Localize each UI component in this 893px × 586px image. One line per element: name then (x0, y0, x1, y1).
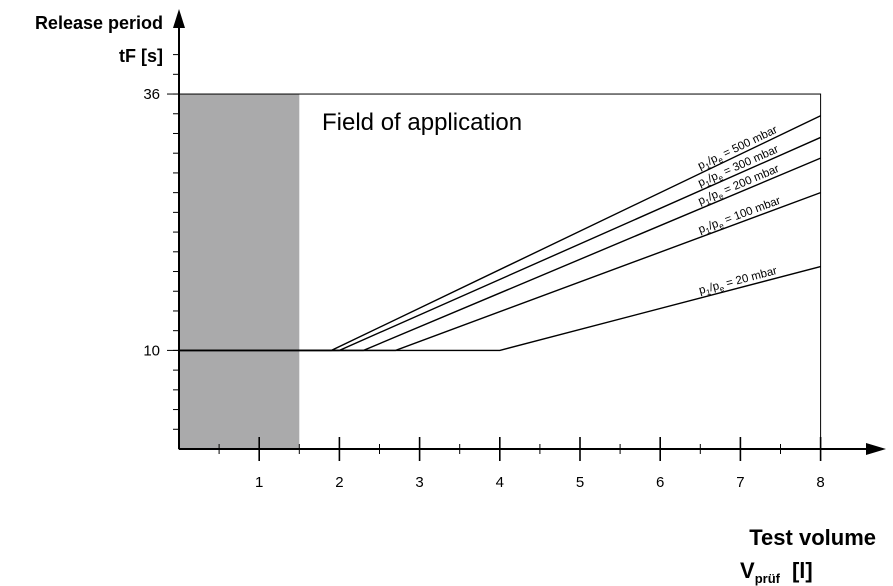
x-axis-arrow (866, 443, 886, 455)
x-tick-label: 5 (576, 474, 584, 491)
y-tick-label: 10 (143, 342, 160, 359)
x-axis-unit: [l] (792, 558, 813, 583)
x-tick-label: 7 (736, 474, 744, 491)
y-tick-labels: 10 36 (143, 86, 160, 359)
y-axis-title-line2: tF [s] (119, 46, 163, 66)
x-tick-label: 6 (656, 474, 664, 491)
field-of-application-label: Field of application (322, 109, 522, 136)
y-tick-label: 36 (143, 86, 160, 103)
series-label: p1/pe = 20 mbar (698, 265, 779, 299)
x-axis-symbol-subscript: prüf (755, 571, 781, 586)
x-axis-title-line1: Test volume (749, 525, 876, 550)
x-tick-label: 2 (335, 474, 343, 491)
x-tick-label: 3 (415, 474, 423, 491)
x-tick-label: 4 (496, 474, 504, 491)
x-axis-symbol: V (740, 558, 755, 583)
series-lines (179, 115, 821, 352)
y-minor-ticks (167, 54, 179, 430)
x-tick-labels: 1 2 3 4 5 6 7 8 (255, 474, 825, 491)
y-axis-title-line1: Release period (35, 13, 163, 33)
x-axis-title-line2: Vprüf [l] (740, 558, 813, 586)
x-tick-label: 1 (255, 474, 263, 491)
y-axis-arrow (173, 9, 185, 28)
x-tick-label: 8 (816, 474, 824, 491)
shaded-region (179, 94, 300, 449)
series-line (179, 265, 821, 352)
